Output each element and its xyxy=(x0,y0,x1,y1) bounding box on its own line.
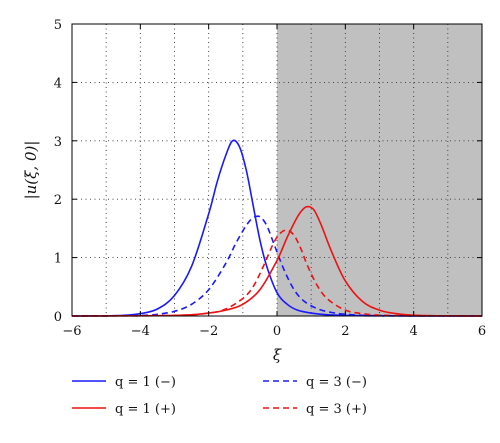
series-line-4 xyxy=(71,229,483,317)
y-tick-label: 2 xyxy=(54,193,62,208)
x-tick-label: 6 xyxy=(478,324,486,339)
x-tick-label: −2 xyxy=(199,324,218,339)
series-line-3 xyxy=(71,205,483,317)
legend: q = 1 (−) q = 3 (−) q = 1 (+) q = 3 (+) xyxy=(72,375,367,417)
y-tick-label: 1 xyxy=(54,252,62,267)
x-tick-label: −6 xyxy=(62,324,81,339)
legend-label: q = 1 (−) xyxy=(115,375,176,390)
x-tick-label: 2 xyxy=(341,324,349,339)
y-tick-label: 4 xyxy=(54,76,62,91)
tick-labels: −6 −4 −2 0 2 4 6 0 1 2 3 4 5 xyxy=(54,18,486,339)
x-tick-label: 4 xyxy=(410,324,418,339)
grid xyxy=(72,24,482,316)
ticks xyxy=(71,23,483,317)
x-tick-label: 0 xyxy=(273,324,281,339)
legend-label: q = 3 (+) xyxy=(306,402,367,417)
x-tick-label: −4 xyxy=(131,324,150,339)
series-line-2 xyxy=(71,215,483,317)
legend-label: q = 1 (+) xyxy=(115,402,176,417)
y-tick-label: 5 xyxy=(54,18,62,33)
y-tick-label: 0 xyxy=(54,310,62,325)
x-axis-label: ξ xyxy=(273,346,282,364)
y-tick-label: 3 xyxy=(54,135,62,150)
legend-label: q = 3 (−) xyxy=(306,375,367,390)
y-axis-label: |u(ξ, 0)| xyxy=(22,141,40,200)
